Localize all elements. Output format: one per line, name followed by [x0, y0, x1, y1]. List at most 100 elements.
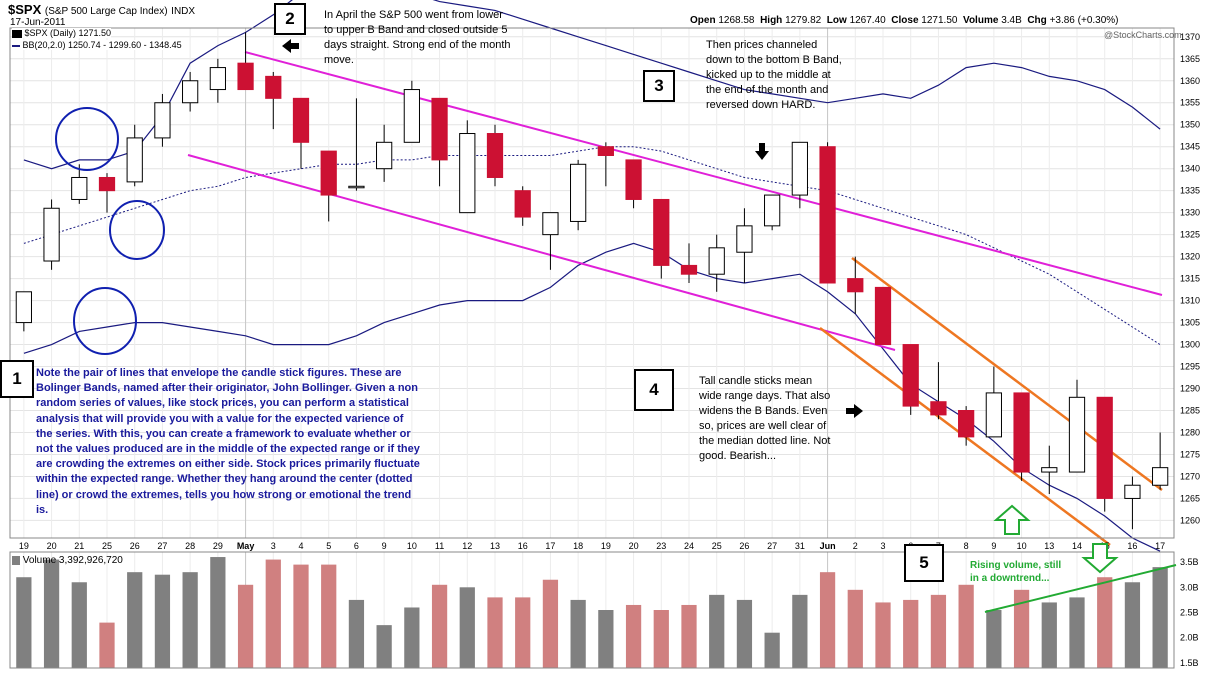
- volume-bar: [1124, 582, 1141, 668]
- candle-body: [348, 185, 365, 189]
- x-tick-label: 13: [1044, 541, 1054, 551]
- x-tick-label: 27: [157, 541, 167, 551]
- x-tick-label: 19: [601, 541, 611, 551]
- legend-bb: BB(20,2.0) 1250.74 - 1299.60 - 1348.45: [12, 40, 182, 50]
- candle-body: [1096, 396, 1113, 499]
- x-tick-label: 18: [573, 541, 583, 551]
- volume-bar: [709, 594, 725, 668]
- volume-bar: [487, 597, 503, 668]
- volume-bar: [376, 625, 392, 668]
- candle-body: [126, 137, 143, 183]
- volume-bar: [847, 589, 863, 668]
- chg-value: +3.86 (+0.30%): [1049, 15, 1119, 26]
- y-tick-label: 1350: [1180, 120, 1200, 130]
- watermark: @StockCharts.com: [1104, 30, 1182, 40]
- chg-label: Chg: [1027, 15, 1047, 26]
- candle-body: [625, 159, 642, 200]
- candle-body: [1124, 484, 1141, 499]
- volume-tick-label: 2.5B: [1180, 608, 1199, 618]
- candle-body: [43, 207, 60, 262]
- x-tick-label: 5: [326, 541, 331, 551]
- volume-bar: [764, 632, 780, 668]
- note-4: Tall candle sticks mean wide range days.…: [699, 375, 831, 462]
- y-tick-label: 1330: [1180, 208, 1200, 218]
- x-tick-label: 26: [739, 541, 749, 551]
- candle-body: [459, 133, 476, 214]
- candle-body: [653, 198, 670, 266]
- legend-bb-text: BB(20,2.0) 1250.74 - 1299.60 - 1348.45: [22, 40, 182, 50]
- candle-body: [292, 97, 310, 143]
- candle-body: [1013, 392, 1030, 473]
- open-label: Open: [690, 15, 716, 26]
- y-tick-label: 1345: [1180, 142, 1200, 152]
- y-tick-label: 1315: [1180, 274, 1200, 284]
- ohlc-readout: Open 1268.58 High 1279.82 Low 1267.40 Cl…: [690, 15, 1119, 26]
- high-value: 1279.82: [785, 15, 822, 26]
- volume-bar: [930, 594, 947, 668]
- candle-body: [985, 392, 1002, 438]
- low-label: Low: [826, 15, 847, 26]
- y-tick-label: 1355: [1180, 98, 1200, 108]
- volume-bar: [903, 599, 919, 668]
- volume-bar: [210, 557, 226, 668]
- x-tick-label: 9: [382, 541, 387, 551]
- chart-date: 17-Jun-2011: [10, 17, 66, 28]
- grid: [10, 28, 1174, 668]
- candle-body: [209, 67, 226, 91]
- candle-body: [431, 97, 448, 161]
- y-tick-label: 1360: [1180, 76, 1200, 86]
- volume-bar: [681, 604, 697, 668]
- volume-bar: [875, 602, 891, 668]
- volume-bar: [237, 584, 254, 668]
- y-tick-label: 1310: [1180, 296, 1200, 306]
- candle-body: [1152, 467, 1169, 486]
- index-name: (S&P 500 Large Cap Index): [44, 6, 168, 17]
- x-tick-label: Jun: [820, 541, 836, 551]
- volume-bar: [127, 572, 143, 668]
- volume-bar: [348, 599, 365, 668]
- highlight-circle: [109, 200, 165, 260]
- x-tick-label: 27: [767, 541, 777, 551]
- axes: 1260126512701275128012851290129513001305…: [9, 27, 1200, 669]
- candles: [15, 32, 1169, 530]
- open-value: 1268.58: [718, 15, 755, 26]
- volume-bar: [598, 610, 614, 668]
- volume-bar: [625, 604, 642, 668]
- x-tick-label: 29: [213, 541, 223, 551]
- candle-body: [98, 176, 116, 192]
- volume-label: Volume: [963, 15, 999, 26]
- x-tick-label: 20: [629, 541, 639, 551]
- candle-body: [597, 146, 614, 156]
- x-tick-label: 3: [271, 541, 276, 551]
- bb-middle-line: [23, 146, 1161, 346]
- volume-bar: [99, 622, 115, 668]
- candle-body: [708, 247, 725, 275]
- note-3: Then prices channeled down to the bottom…: [706, 39, 842, 111]
- x-tick-label: 3: [880, 541, 885, 551]
- y-tick-label: 1365: [1180, 54, 1200, 64]
- volume-frame: [9, 551, 1175, 669]
- x-tick-label: 25: [102, 541, 112, 551]
- candle-body: [265, 75, 282, 99]
- candle-legend-icon: [12, 29, 22, 38]
- x-tick-label: 10: [1017, 541, 1027, 551]
- x-tick-label: 23: [656, 541, 666, 551]
- volume-bar: [321, 564, 337, 668]
- x-tick-label: 10: [407, 541, 417, 551]
- candle-body: [847, 278, 864, 293]
- volume-bar: [1097, 577, 1113, 668]
- volume-bar: [819, 572, 836, 668]
- candle-body: [154, 102, 171, 139]
- candle-body: [182, 80, 199, 104]
- x-tick-label: 26: [130, 541, 140, 551]
- x-tick-label: 2: [853, 541, 858, 551]
- volume-bar: [1041, 602, 1057, 668]
- volume-bar: [265, 559, 281, 668]
- x-tick-label: 24: [684, 541, 694, 551]
- volume-bar: [43, 559, 60, 668]
- bb-upper-line: [23, 0, 1161, 170]
- candle-body: [570, 163, 587, 222]
- x-tick-label: 4: [298, 541, 303, 551]
- arrow-up-green-icon: [993, 504, 1031, 535]
- y-tick-label: 1260: [1180, 515, 1200, 525]
